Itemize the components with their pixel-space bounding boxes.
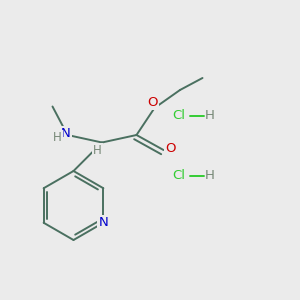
Text: Cl: Cl: [172, 169, 185, 182]
Text: H: H: [53, 131, 62, 144]
Text: N: N: [61, 127, 71, 140]
Text: H: H: [205, 109, 215, 122]
Text: O: O: [165, 142, 175, 155]
Text: Cl: Cl: [172, 109, 185, 122]
Text: N: N: [98, 216, 108, 229]
Text: H: H: [205, 169, 215, 182]
Text: H: H: [93, 144, 102, 158]
Text: O: O: [148, 96, 158, 109]
